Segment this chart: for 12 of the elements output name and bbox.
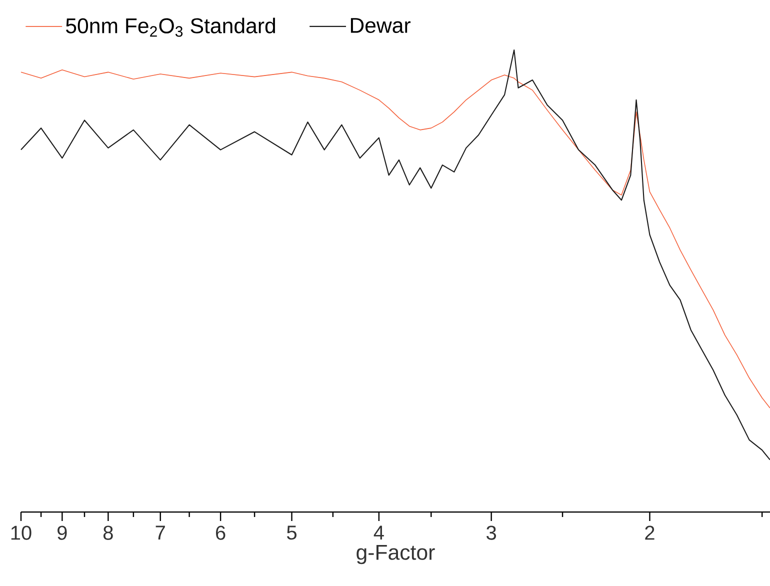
x-tick-label: 3 (486, 526, 496, 540)
x-tick-label: 7 (156, 526, 165, 540)
legend-label: Dewar (350, 18, 410, 33)
x-tick-label: 8 (103, 526, 113, 540)
x-tick-label: 6 (216, 526, 226, 540)
x-tick-label: 9 (58, 526, 67, 540)
x-tick-label: 4 (374, 526, 384, 540)
legend-label: 50nm Fe$_{2}$O$_{3}$ Standard (66, 18, 276, 37)
x-axis-title: g-Factor (356, 545, 435, 564)
x-tick-label: 5 (287, 526, 296, 540)
x-tick-label: 2 (645, 526, 654, 540)
x-tick-label: 10 (11, 526, 32, 540)
